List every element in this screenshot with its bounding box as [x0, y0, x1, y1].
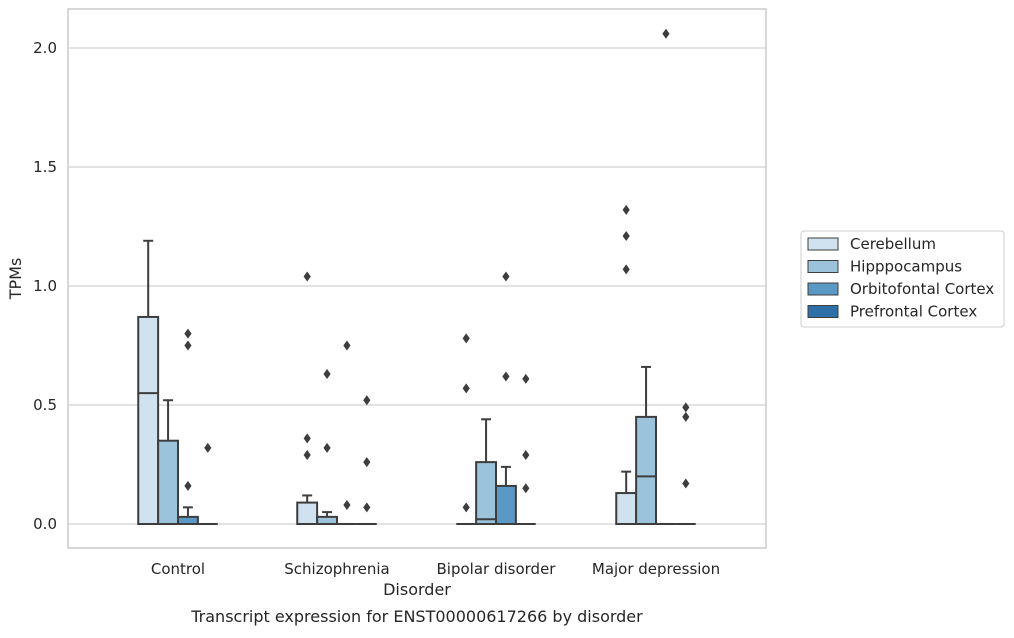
box: [495, 271, 517, 526]
legend-swatch: [807, 282, 839, 296]
x-tick-label: Bipolar disorder: [437, 560, 557, 578]
legend-swatch: [807, 260, 839, 273]
outlier-point: [462, 333, 470, 344]
outlier-point: [462, 502, 470, 513]
box-body: [296, 501, 319, 525]
outlier-point: [622, 204, 630, 215]
outlier-point: [363, 395, 371, 406]
box: [316, 369, 338, 525]
outlier-point: [622, 231, 630, 242]
legend-item: Prefrontal Cortex: [807, 303, 977, 321]
outlier-point: [363, 457, 371, 468]
legend-label: Hipppocampus: [850, 258, 962, 276]
y-tick-label: 2.0: [33, 39, 57, 57]
y-tick-label: 1.0: [33, 277, 57, 295]
legend-frame: [800, 230, 1005, 328]
outlier-point: [363, 502, 371, 513]
box-body: [157, 439, 179, 526]
y-tick-label: 0.0: [33, 515, 57, 533]
outlier-point: [343, 499, 351, 510]
outlier-point: [522, 483, 530, 494]
x-tick-label: Schizophrenia: [284, 560, 389, 578]
box: [337, 340, 357, 525]
outlier-point: [462, 383, 470, 394]
plot-frame: [67, 8, 767, 549]
box-body: [495, 484, 517, 526]
outlier-point: [682, 478, 690, 489]
outlier-point: [682, 402, 690, 413]
outlier-point: [662, 28, 670, 39]
box: [615, 204, 638, 525]
legend: Cerebellum Hipppocampus Orbitofontal Corte…: [800, 230, 1005, 328]
y-tick-labels: 0.0 0.5 1.0 1.5 2.0: [33, 39, 57, 533]
outlier-point: [184, 340, 192, 351]
outlier-point: [323, 369, 331, 380]
x-tick-label: Control: [151, 560, 205, 578]
x-tick-labels: Control Schizophrenia Bipolar disorder Majo…: [151, 560, 720, 578]
series-hipppocampus: [157, 365, 657, 526]
legend-item: Cerebellum: [807, 235, 936, 253]
box: [197, 442, 218, 525]
series-orbitofontal-cortex: [177, 28, 676, 526]
y-axis-label: TPMs: [6, 258, 25, 301]
box: [675, 402, 696, 525]
legend-swatch: [807, 305, 839, 318]
legend-swatch: [807, 237, 839, 251]
box: [635, 365, 657, 525]
outlier-point: [303, 449, 311, 460]
box: [137, 239, 160, 525]
box-body: [137, 315, 160, 525]
series-prefrontal-cortex: [197, 373, 696, 525]
outlier-point: [522, 373, 530, 384]
legend-label: Orbitofontal Cortex: [850, 280, 994, 298]
outlier-point: [343, 340, 351, 351]
box-body: [475, 461, 497, 525]
y-tick-label: 0.5: [33, 396, 57, 414]
chart-caption: Transcript expression for ENST0000061726…: [190, 607, 643, 626]
box-body: [635, 415, 657, 525]
outlier-point: [622, 264, 630, 275]
box-layer: [137, 28, 696, 526]
outlier-point: [184, 480, 192, 491]
box: [296, 271, 319, 525]
series-cerebellum: [137, 204, 638, 525]
outlier-point: [184, 328, 192, 339]
box-body: [615, 492, 638, 525]
legend-item: Orbitofontal Cortex: [807, 280, 994, 298]
box: [157, 399, 179, 526]
outlier-point: [323, 442, 331, 453]
box: [356, 395, 377, 525]
outlier-point: [303, 271, 311, 282]
x-tick-label: Major depression: [592, 560, 720, 578]
box: [456, 333, 477, 525]
y-tick-label: 1.5: [33, 158, 57, 176]
x-axis-label: Disorder: [383, 580, 451, 599]
box: [177, 328, 199, 525]
outlier-point: [502, 271, 510, 282]
box-body: [316, 515, 338, 525]
legend-label: Cerebellum: [850, 235, 936, 253]
legend-item: Hipppocampus: [807, 258, 962, 276]
outlier-point: [303, 433, 311, 444]
box: [656, 28, 676, 525]
box: [515, 373, 536, 525]
legend-label: Prefrontal Cortex: [850, 303, 977, 321]
box-body: [177, 515, 199, 525]
outlier-point: [682, 411, 690, 422]
outlier-point: [502, 371, 510, 382]
box: [475, 418, 497, 525]
outlier-point: [522, 449, 530, 460]
outlier-point: [204, 442, 212, 453]
